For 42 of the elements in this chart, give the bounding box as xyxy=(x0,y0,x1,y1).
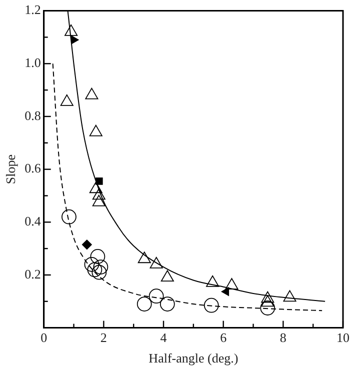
y-tick-label: 0.2 xyxy=(24,266,41,282)
x-tick-label: 4 xyxy=(160,330,168,346)
point xyxy=(89,124,102,136)
point xyxy=(64,24,78,36)
point xyxy=(84,256,100,272)
x-tick-label: 2 xyxy=(100,330,107,346)
point xyxy=(160,270,174,282)
point xyxy=(148,288,164,304)
point xyxy=(96,178,103,185)
point xyxy=(93,260,108,274)
y-tick-label: 0.8 xyxy=(24,108,41,123)
point xyxy=(261,291,274,303)
point xyxy=(85,88,98,100)
point xyxy=(87,262,102,278)
point xyxy=(160,296,175,312)
point xyxy=(260,300,276,316)
y-tick-label: 1.0 xyxy=(24,55,41,70)
x-tick-label: 8 xyxy=(280,330,286,346)
point xyxy=(60,94,74,106)
x-tick-label: 0 xyxy=(40,330,48,346)
point xyxy=(62,209,76,224)
y-axis-title: Slope xyxy=(3,154,18,184)
point xyxy=(92,264,107,280)
point xyxy=(225,278,238,290)
point xyxy=(82,240,92,250)
point xyxy=(150,256,163,268)
x-tick-label: 6 xyxy=(220,330,228,346)
point xyxy=(283,290,296,302)
y-tick-label: 0.4 xyxy=(24,214,42,229)
point xyxy=(138,252,151,264)
point xyxy=(206,275,220,287)
point xyxy=(204,298,219,313)
y-tick-label: 0.6 xyxy=(24,160,42,176)
point xyxy=(92,194,106,206)
y-tick-label: 1.2 xyxy=(24,2,41,18)
x-axis-title: Half-angle (deg.) xyxy=(148,350,238,366)
point xyxy=(261,295,274,307)
point xyxy=(89,182,102,194)
point xyxy=(136,296,152,312)
point xyxy=(90,249,106,264)
x-tick-label: 10 xyxy=(336,330,350,346)
point xyxy=(92,188,106,200)
